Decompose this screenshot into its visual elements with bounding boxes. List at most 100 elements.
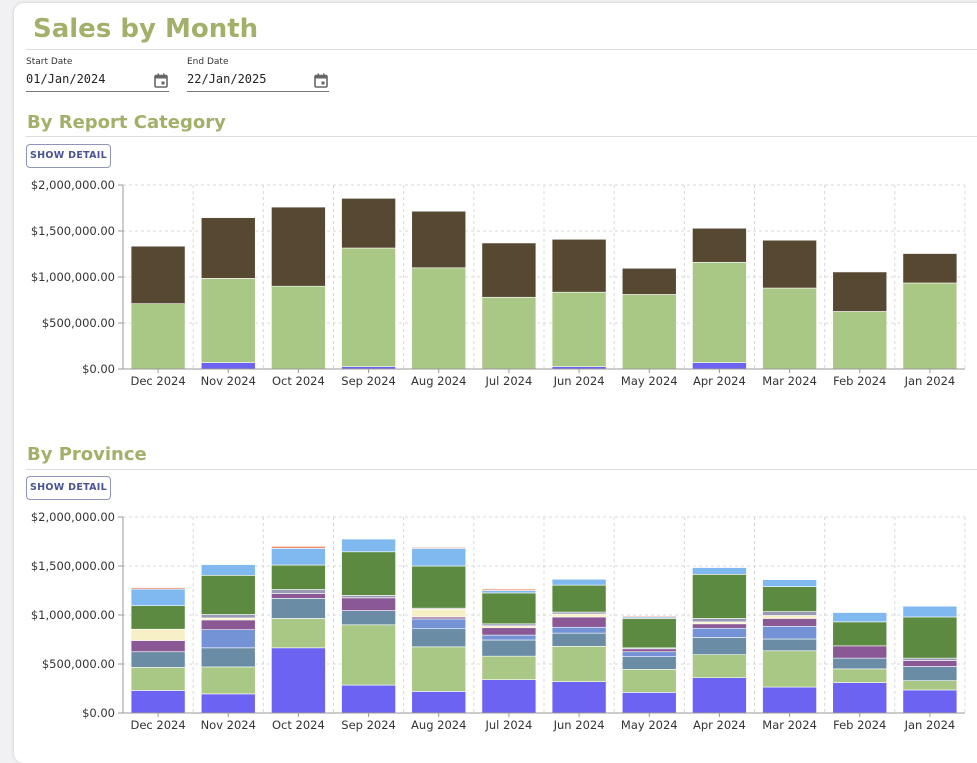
bar-segment[interactable] (903, 690, 957, 713)
bar-segment[interactable] (552, 579, 606, 585)
bar-segment[interactable] (271, 548, 325, 565)
bar-segment[interactable] (342, 595, 396, 597)
bar-segment[interactable] (833, 613, 887, 622)
bar-segment[interactable] (201, 575, 255, 614)
bar-segment[interactable] (482, 589, 536, 590)
bar-segment[interactable] (692, 678, 746, 713)
bar-segment[interactable] (552, 614, 606, 617)
bar-segment[interactable] (552, 646, 606, 681)
bar-segment[interactable] (833, 658, 887, 669)
bar-segment[interactable] (903, 658, 957, 660)
bar-segment[interactable] (131, 588, 185, 589)
bar-segment[interactable] (622, 692, 676, 713)
x-tick-label: Mar 2024 (762, 718, 817, 732)
bar-segment[interactable] (342, 598, 396, 611)
bar-segment[interactable] (482, 628, 536, 635)
bar-segment[interactable] (271, 565, 325, 590)
bar-segment[interactable] (692, 567, 746, 574)
bar-segment[interactable] (201, 667, 255, 694)
bar-segment[interactable] (763, 615, 817, 618)
bar-segment[interactable] (342, 685, 396, 713)
bar-segment[interactable] (201, 565, 255, 576)
bar-segment[interactable] (692, 624, 746, 628)
bar-segment[interactable] (412, 548, 466, 566)
bar-segment[interactable] (692, 655, 746, 678)
x-tick-label: Feb 2024 (833, 718, 886, 732)
bar-segment[interactable] (412, 629, 466, 647)
bar-segment[interactable] (342, 539, 396, 552)
bar-segment[interactable] (763, 651, 817, 687)
bar-segment[interactable] (271, 546, 325, 548)
bar-segment[interactable] (412, 547, 466, 548)
bar-segment[interactable] (692, 618, 746, 621)
bar-segment[interactable] (412, 619, 466, 629)
bar-segment[interactable] (482, 591, 536, 593)
bar-segment[interactable] (342, 552, 396, 596)
bar-segment[interactable] (622, 669, 676, 692)
bar-segment[interactable] (412, 691, 466, 713)
bar-segment[interactable] (482, 656, 536, 680)
bar-segment[interactable] (552, 633, 606, 646)
y-tick-label: $2,000,000.00 (31, 510, 115, 524)
bar-segment[interactable] (131, 690, 185, 713)
y-tick-label: $1,000,000.00 (31, 608, 115, 622)
bar-segment[interactable] (271, 648, 325, 713)
bar-segment[interactable] (271, 618, 325, 647)
bar-segment[interactable] (131, 667, 185, 690)
bar-segment[interactable] (201, 694, 255, 713)
bar-segment[interactable] (342, 611, 396, 625)
bar-segment[interactable] (412, 647, 466, 692)
bar-segment[interactable] (692, 574, 746, 618)
bar-segment[interactable] (482, 640, 536, 656)
bar-segment[interactable] (201, 648, 255, 667)
bar-segment[interactable] (903, 617, 957, 658)
bar-segment[interactable] (131, 652, 185, 668)
bar-segment[interactable] (552, 617, 606, 627)
bar-segment[interactable] (833, 646, 887, 658)
bar-segment[interactable] (763, 618, 817, 626)
bar-segment[interactable] (622, 618, 676, 647)
bar-segment[interactable] (552, 682, 606, 713)
bar-segment[interactable] (833, 669, 887, 683)
bar-segment[interactable] (833, 683, 887, 713)
bar-segment[interactable] (622, 657, 676, 670)
bar-segment[interactable] (763, 687, 817, 713)
bar-segment[interactable] (482, 593, 536, 624)
bar-segment[interactable] (622, 652, 676, 657)
bar-segment[interactable] (552, 585, 606, 612)
bar-segment[interactable] (552, 627, 606, 633)
x-tick-label: Sep 2024 (341, 718, 396, 732)
bar-segment[interactable] (271, 598, 325, 618)
bar-segment[interactable] (201, 615, 255, 618)
bar-segment[interactable] (131, 640, 185, 651)
bar-segment[interactable] (482, 635, 536, 640)
bar-segment[interactable] (763, 587, 817, 612)
x-tick-label: Dec 2024 (130, 718, 185, 732)
y-tick-label: $1,500,000.00 (31, 559, 115, 573)
bar-segment[interactable] (342, 625, 396, 685)
bar-segment[interactable] (903, 666, 957, 680)
bar-segment[interactable] (622, 616, 676, 617)
bar-segment[interactable] (903, 661, 957, 667)
bar-segment[interactable] (903, 681, 957, 690)
bar-segment[interactable] (201, 630, 255, 648)
bar-segment[interactable] (271, 590, 325, 594)
bar-segment[interactable] (692, 638, 746, 655)
bar-segment[interactable] (833, 622, 887, 646)
bar-segment[interactable] (412, 566, 466, 608)
bar-segment[interactable] (201, 620, 255, 630)
bar-segment[interactable] (131, 589, 185, 606)
bar-segment[interactable] (412, 609, 466, 617)
bar-segment[interactable] (763, 626, 817, 639)
bar-segment[interactable] (763, 639, 817, 651)
bar-segment[interactable] (903, 606, 957, 617)
bar-segment[interactable] (131, 606, 185, 630)
bar-segment[interactable] (131, 629, 185, 640)
bar-segment[interactable] (692, 628, 746, 637)
bar-segment[interactable] (271, 593, 325, 598)
bar-segment[interactable] (763, 580, 817, 587)
bar-segment[interactable] (763, 612, 817, 616)
bar-segment[interactable] (622, 649, 676, 652)
bar-segment[interactable] (482, 680, 536, 713)
x-tick-label: Apr 2024 (693, 718, 746, 732)
